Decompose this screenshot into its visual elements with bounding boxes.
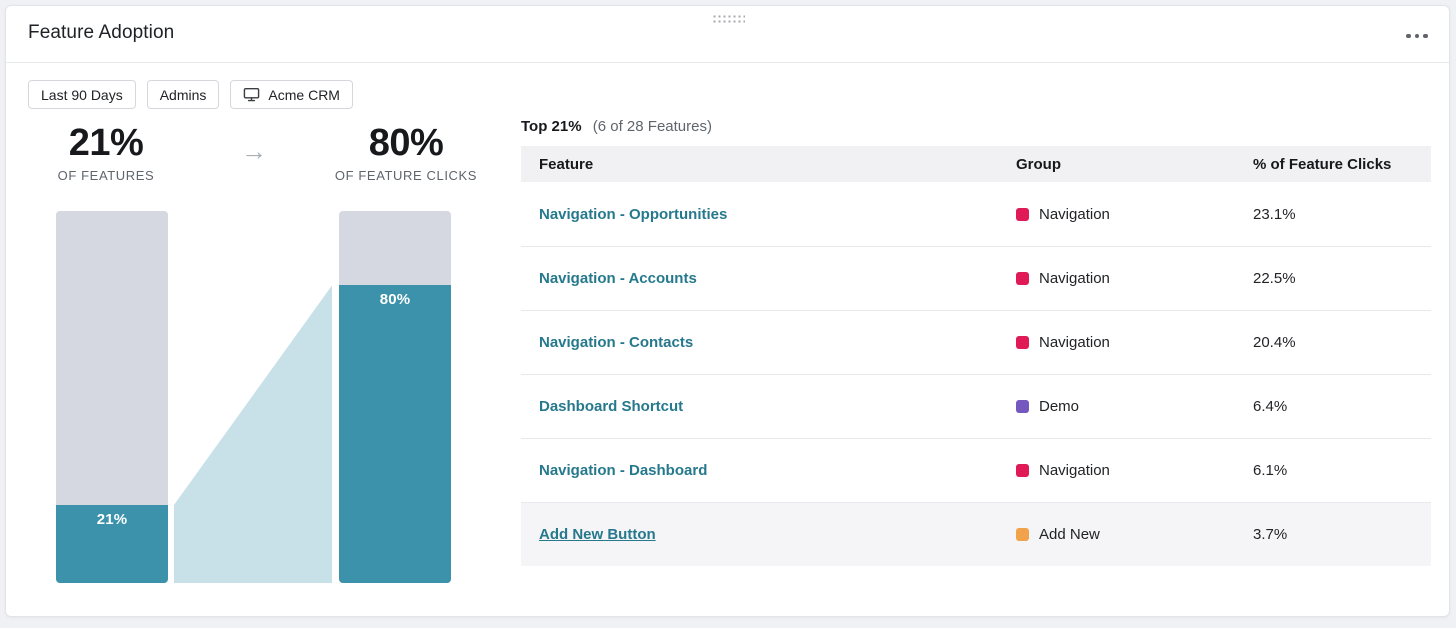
feature-clicks-value: 6.1% (1253, 462, 1288, 479)
funnel-chart: 21% 80% (56, 211, 451, 583)
table-header-row: Feature Group % of Feature Clicks (521, 146, 1431, 182)
arrow-right-icon: → (241, 136, 267, 166)
table-row: Navigation - Accounts Navigation 22.5% (521, 246, 1431, 310)
table-heading-count: (6 of 28 Features) (592, 118, 712, 135)
column-header-pct-clicks: % of Feature Clicks (1253, 155, 1392, 173)
widget-title: Feature Adoption (28, 22, 175, 43)
table-row: Add New Button Add New 3.7% (521, 502, 1431, 566)
dot-icon (1414, 33, 1420, 39)
group-color-swatch (1016, 464, 1029, 477)
monitor-icon (243, 87, 260, 102)
top-features-table: Top 21% (6 of 28 Features) Feature Group… (521, 118, 1431, 566)
filter-bar: Last 90 Days Admins Acme CRM (28, 80, 353, 109)
column-header-group: Group (1016, 155, 1061, 173)
features-bar-fill: 21% (56, 504, 168, 583)
group-label: Demo (1039, 398, 1080, 415)
group-label: Navigation (1039, 334, 1110, 351)
feature-link[interactable]: Navigation - Dashboard (539, 462, 708, 479)
group-color-swatch (1016, 336, 1029, 349)
group-color-swatch (1016, 207, 1029, 221)
feature-clicks-stat: 80% OF FEATURE CLICKS (294, 121, 518, 183)
funnel-connector-shape (174, 285, 332, 583)
group-color-swatch (1016, 272, 1029, 285)
table-heading-top-pct: Top 21% (521, 118, 582, 135)
widget-header: Feature Adoption (6, 6, 1449, 63)
clicks-bar[interactable]: 80% (339, 211, 451, 583)
feature-clicks-stat-value: 80% (368, 122, 444, 164)
table-row: Navigation - Contacts Navigation 20.4% (521, 310, 1431, 374)
group-label: Navigation (1039, 270, 1110, 287)
filter-chip-app[interactable]: Acme CRM (230, 80, 353, 109)
filter-chip-segment[interactable]: Admins (146, 80, 220, 109)
more-menu-button[interactable] (1403, 26, 1431, 46)
feature-link[interactable]: Add New Button (539, 526, 656, 543)
features-stat-value: 21% (68, 122, 144, 164)
feature-link[interactable]: Navigation - Accounts (539, 270, 697, 287)
dot-icon (1406, 33, 1411, 39)
feature-clicks-value: 22.5% (1253, 270, 1296, 287)
feature-adoption-widget: Feature Adoption Last 90 Days Admins Acm… (5, 5, 1450, 617)
feature-clicks-value: 20.4% (1253, 334, 1296, 351)
filter-chip-date-range[interactable]: Last 90 Days (28, 80, 136, 109)
dot-icon (1423, 33, 1428, 39)
clicks-bar-fill: 80% (339, 285, 451, 583)
features-bar-label: 21% (96, 510, 128, 528)
table-heading: Top 21% (6 of 28 Features) (521, 118, 1431, 135)
features-stat-caption: OF FEATURES (57, 168, 155, 183)
group-label: Navigation (1039, 462, 1110, 479)
clicks-bar-label: 80% (379, 291, 411, 309)
group-color-swatch (1016, 400, 1029, 413)
table-row: Dashboard Shortcut Demo 6.4% (521, 374, 1431, 438)
feature-link[interactable]: Navigation - Opportunities (539, 205, 728, 223)
features-stat: 21% OF FEATURES (6, 121, 206, 183)
feature-clicks-stat-caption: OF FEATURE CLICKS (334, 168, 478, 183)
feature-link[interactable]: Dashboard Shortcut (539, 398, 684, 415)
feature-clicks-value: 23.1% (1253, 205, 1296, 223)
feature-clicks-value: 6.4% (1253, 398, 1288, 415)
group-label: Add New (1039, 526, 1100, 543)
funnel-connector (174, 285, 332, 583)
group-color-swatch (1016, 528, 1029, 541)
filter-chip-label: Admins (159, 86, 207, 103)
table-row: Navigation - Dashboard Navigation 6.1% (521, 438, 1431, 502)
feature-link[interactable]: Navigation - Contacts (539, 334, 694, 351)
table-body: Navigation - Opportunities Navigation 23… (521, 182, 1431, 566)
feature-clicks-value: 3.7% (1253, 526, 1288, 543)
filter-chip-label: Acme CRM (268, 86, 340, 103)
filter-chip-label: Last 90 Days (41, 86, 123, 103)
group-label: Navigation (1039, 205, 1110, 223)
column-header-feature: Feature (539, 155, 594, 173)
drag-handle-icon[interactable] (710, 13, 745, 25)
features-bar[interactable]: 21% (56, 211, 168, 583)
table-row: Navigation - Opportunities Navigation 23… (521, 182, 1431, 246)
